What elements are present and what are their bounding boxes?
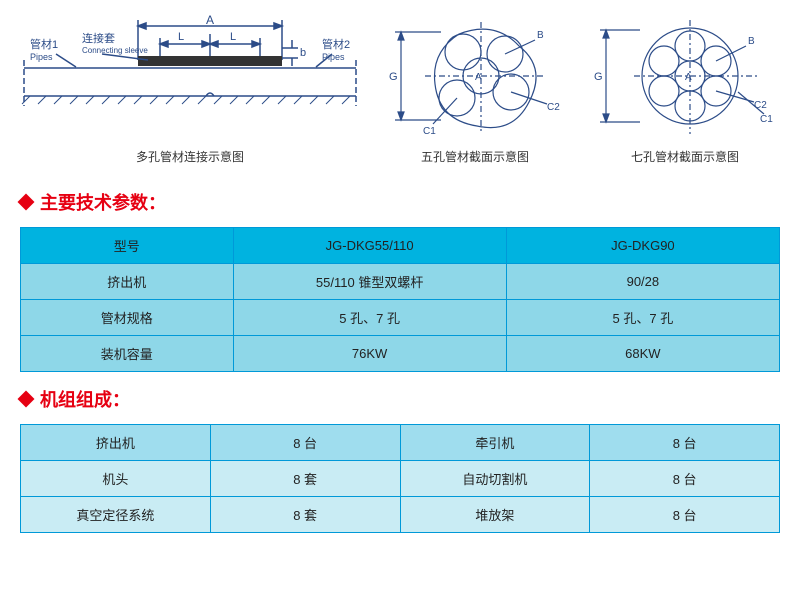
table-row: 挤出机 8 台 牵引机 8 台: [21, 425, 780, 461]
diagram-connection: A L L b 管材1 Pipes 连接套 Connecting sleeve …: [20, 12, 360, 165]
svg-text:b: b: [300, 47, 306, 59]
diamond-icon: [18, 194, 35, 211]
svg-text:连接套: 连接套: [82, 32, 115, 45]
svg-text:A: A: [206, 13, 214, 27]
section2-text: 机组组成：: [40, 386, 130, 412]
svg-text:C2: C2: [547, 102, 560, 113]
section1-text: 主要技术参数：: [40, 189, 166, 215]
table-row: 机头 8 套 自动切割机 8 台: [21, 461, 780, 497]
svg-text:A: A: [685, 72, 692, 83]
svg-text:C1: C1: [423, 126, 436, 137]
diagram-7hole-caption: 七孔管材截面示意图: [631, 148, 739, 165]
svg-text:C1: C1: [760, 114, 773, 125]
svg-text:A: A: [475, 72, 482, 83]
svg-text:Pipes: Pipes: [30, 52, 53, 62]
svg-text:Pipes: Pipes: [322, 52, 345, 62]
svg-text:B: B: [748, 36, 755, 47]
table-row: 装机容量 76KW 68KW: [21, 336, 780, 372]
svg-text:Connecting sleeve: Connecting sleeve: [82, 46, 148, 55]
svg-text:管材1: 管材1: [30, 37, 58, 51]
svg-text:C2: C2: [754, 100, 767, 111]
th: JG-DKG90: [506, 228, 779, 264]
th: 型号: [21, 228, 234, 264]
svg-text:L: L: [230, 31, 236, 43]
diagram-5hole: G A B C2 C1 五孔管材截面示意图: [385, 12, 565, 165]
table-row: 挤出机 55/110 锥型双螺杆 90/28: [21, 264, 780, 300]
section-title-composition: 机组组成：: [20, 386, 780, 412]
svg-text:G: G: [389, 71, 398, 83]
svg-text:管材2: 管材2: [322, 37, 350, 51]
table-row: 型号 JG-DKG55/110 JG-DKG90: [21, 228, 780, 264]
table-row: 管材规格 5 孔、7 孔 5 孔、7 孔: [21, 300, 780, 336]
table-row: 真空定径系统 8 套 堆放架 8 台: [21, 497, 780, 533]
sevenhole-svg: G A B C2 C1: [590, 12, 780, 142]
svg-text:L: L: [178, 31, 184, 43]
diagram-5hole-caption: 五孔管材截面示意图: [421, 148, 529, 165]
diagrams-row: A L L b 管材1 Pipes 连接套 Connecting sleeve …: [20, 12, 780, 165]
diagram-7hole: G A B C2 C1 七孔管材截面示意图: [590, 12, 780, 165]
svg-text:B: B: [537, 30, 544, 41]
svg-text:G: G: [594, 71, 603, 83]
params-table: 型号 JG-DKG55/110 JG-DKG90 挤出机 55/110 锥型双螺…: [20, 227, 780, 372]
section-title-params: 主要技术参数：: [20, 189, 780, 215]
connection-svg: A L L b 管材1 Pipes 连接套 Connecting sleeve …: [20, 12, 360, 142]
fivehole-svg: G A B C2 C1: [385, 12, 565, 142]
diagram-connection-caption: 多孔管材连接示意图: [136, 148, 244, 165]
diamond-icon: [18, 391, 35, 408]
composition-table: 挤出机 8 台 牵引机 8 台 机头 8 套 自动切割机 8 台 真空定径系统 …: [20, 424, 780, 533]
th: JG-DKG55/110: [233, 228, 506, 264]
